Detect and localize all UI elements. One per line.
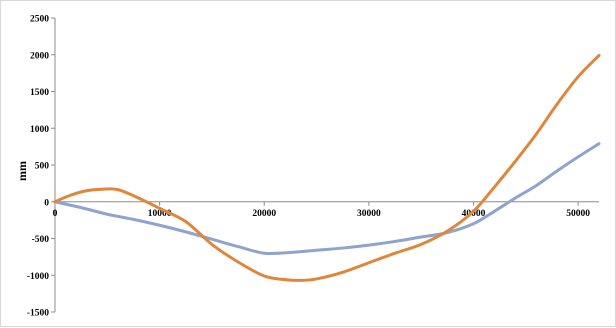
y-tick-label: 0 [44, 198, 49, 208]
series-line-orange [53, 53, 601, 282]
y-tick-label: -500 [32, 235, 50, 245]
axes: 2500 2000 1500 1000 500 0 -500 -1000 -1500 0 10000… [27, 15, 599, 319]
series-line-blue [53, 142, 601, 256]
y-tick-label: 1000 [30, 125, 49, 135]
y-axis-title: mm [15, 161, 29, 181]
x-tick-label: 50000 [566, 209, 590, 219]
y-tick-label: 2500 [30, 15, 49, 25]
x-tick-label: 20000 [252, 209, 276, 219]
x-tick-label: 0 [53, 209, 58, 219]
y-tick-label: -1500 [27, 309, 49, 319]
y-tick-label: 1500 [30, 88, 49, 98]
y-tick-label: 2000 [30, 51, 49, 61]
series-layer [53, 53, 601, 282]
y-tick-label: 500 [35, 162, 50, 172]
x-tick-label: 10000 [148, 209, 172, 219]
x-tick-label: 30000 [357, 209, 381, 219]
y-tick-label: -1000 [27, 272, 49, 282]
x-tick-label: 40000 [462, 209, 486, 219]
